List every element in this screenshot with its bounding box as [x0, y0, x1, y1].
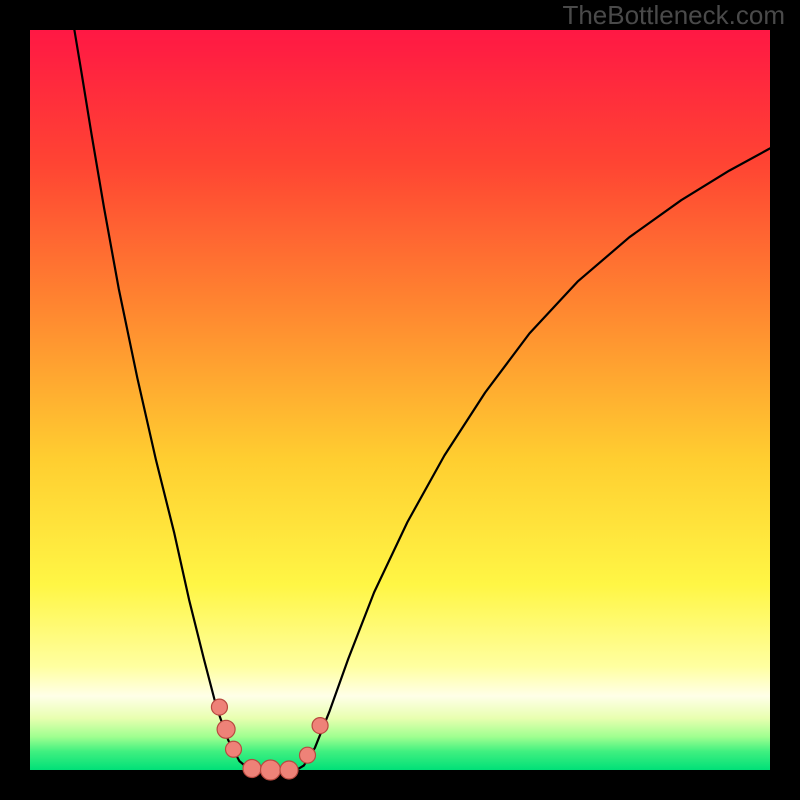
data-marker [300, 747, 316, 763]
plot-svg [0, 0, 800, 800]
data-marker [312, 718, 328, 734]
watermark-text: TheBottleneck.com [562, 0, 785, 31]
bottleneck-figure: TheBottleneck.com [0, 0, 800, 800]
data-marker [243, 760, 261, 778]
data-marker [217, 720, 235, 738]
data-marker [226, 741, 242, 757]
data-marker [211, 699, 227, 715]
data-marker [280, 761, 298, 779]
gradient-background [30, 30, 770, 770]
data-marker [261, 760, 281, 780]
